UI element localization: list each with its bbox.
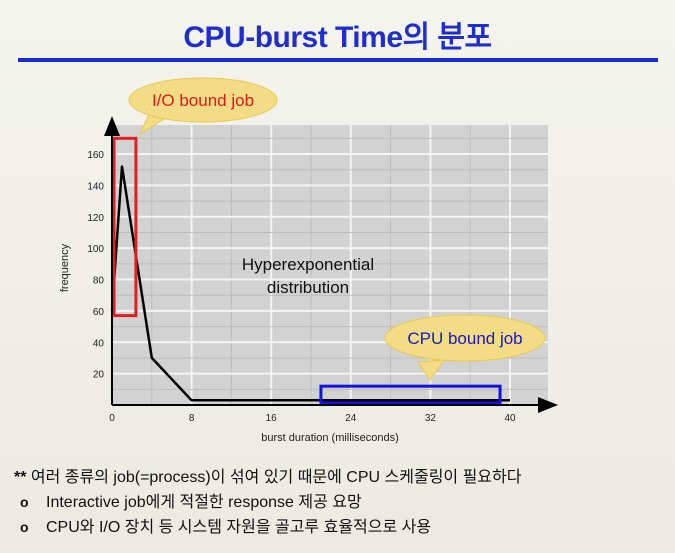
y-tick-label: 40 [93,338,105,349]
notes: ** 여러 종류의 job(=process)이 섞여 있기 때문에 CPU 스… [14,466,664,540]
title-underline [18,58,658,62]
y-tick-label: 60 [93,307,105,318]
note-bullet-text: CPU와 I/O 장치 등 시스템 자원을 골고루 효율적으로 사용 [46,519,432,536]
bullet-icon: o [20,494,29,510]
x-tick-label: 0 [109,413,115,424]
note-bullet-text: Interactive job에게 적절한 response 제공 요망 [46,494,362,511]
cpu-bound-highlight-box [319,384,502,405]
center-annotation-line1: Hyperexponential [242,255,374,274]
tick-labels: 0 8 16 24 32 40 20 40 60 80 100 120 140 160 [87,150,516,424]
x-tick-label: 32 [425,413,437,424]
x-tick-label: 8 [189,413,195,424]
cpu-callout-text: CPU bound job [407,329,522,348]
center-annotation-line2: distribution [267,278,349,297]
grid [112,125,548,405]
note-main-text: 여러 종류의 job(=process)이 섞여 있기 때문에 CPU 스케줄링… [26,469,522,486]
x-tick-label: 24 [345,413,357,424]
y-tick-label: 20 [93,370,105,381]
io-callout-text: I/O bound job [152,91,254,110]
note-bullet-2: o CPU와 I/O 장치 등 시스템 자원을 골고루 효율적으로 사용 [14,515,664,540]
y-tick-label: 160 [87,150,104,161]
x-tick-label: 16 [266,413,278,424]
io-callout: I/O bound job [128,77,278,136]
y-tick-label: 120 [87,213,104,224]
y-tick-label: 80 [93,276,105,287]
cpu-callout: CPU bound job [384,314,546,381]
note-main: ** 여러 종류의 job(=process)이 섞여 있기 때문에 CPU 스… [14,466,664,490]
bullet-icon: o [20,519,29,535]
note-bullet-1: o Interactive job에게 적절한 response 제공 요망 [14,490,664,515]
x-tick-label: 40 [504,413,516,424]
note-stars: ** [14,469,27,486]
chart: 0 8 16 24 32 40 20 40 60 80 100 120 140 160 burst dur… [59,77,558,444]
series-line [110,165,510,402]
y-axis-label: frequency [59,243,71,292]
x-axis-label: burst duration (milliseconds) [261,432,399,444]
y-tick-label: 100 [87,244,104,255]
io-bound-highlight-box [112,136,138,318]
slide-title: CPU-burst Time의 분포 [183,21,492,54]
y-tick-label: 140 [87,181,104,192]
